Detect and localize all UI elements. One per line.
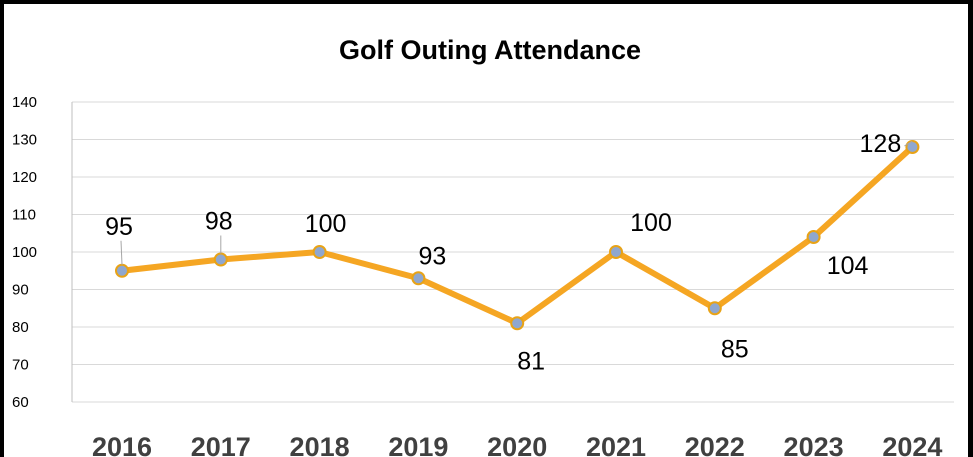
x-tick-label: 2016 — [92, 432, 152, 457]
y-tick-label: 120 — [12, 169, 37, 186]
series-line — [119, 144, 916, 327]
data-label: 95 — [105, 213, 133, 241]
x-tick-label: 2018 — [290, 432, 350, 457]
data-labels: 95 98 100 93 81 100 85 104 128 — [105, 130, 913, 375]
data-label: 128 — [860, 130, 902, 158]
y-tick-label: 140 — [12, 94, 37, 111]
data-point — [806, 230, 821, 244]
x-tick-label: 2022 — [685, 432, 745, 457]
data-point — [213, 252, 228, 267]
data-label: 98 — [205, 208, 233, 236]
y-tick-label: 130 — [12, 132, 37, 149]
y-tick-label: 110 — [12, 207, 36, 224]
y-tick-label: 60 — [12, 394, 29, 411]
x-axis: 2016 2017 2018 2019 2020 2021 2022 2023 2024 — [92, 432, 942, 457]
y-tick-label: 80 — [12, 319, 29, 336]
leader-line — [904, 140, 913, 147]
data-label: 93 — [418, 242, 446, 270]
data-point — [510, 316, 525, 331]
y-tick-label: 100 — [12, 244, 37, 261]
gridlines — [72, 101, 954, 403]
data-point — [411, 271, 426, 286]
data-label: 81 — [517, 347, 545, 375]
x-tick-label: 2020 — [487, 432, 547, 457]
data-point — [312, 245, 327, 259]
data-point — [905, 140, 920, 154]
x-tick-label: 2023 — [784, 432, 844, 457]
chart-title: Golf Outing Attendance — [339, 35, 641, 65]
x-tick-label: 2017 — [191, 432, 251, 457]
data-point — [609, 245, 623, 259]
y-tick-label: 70 — [12, 357, 29, 374]
data-point — [707, 301, 722, 316]
x-tick-label: 2019 — [388, 432, 448, 457]
leader-line — [120, 240, 123, 265]
line-chart: Golf Outing Attendance 60 70 80 90 100 110 120… — [12, 35, 954, 457]
series-attendance — [115, 140, 920, 331]
data-label: 85 — [721, 335, 749, 363]
data-label: 100 — [305, 210, 347, 238]
y-axis: 60 70 80 90 100 110 120 130 140 — [12, 94, 73, 411]
data-label: 104 — [827, 252, 869, 280]
x-tick-label: 2024 — [882, 432, 942, 457]
x-tick-label: 2021 — [586, 432, 646, 457]
data-point — [115, 263, 129, 278]
y-tick-label: 90 — [12, 282, 29, 299]
data-label: 100 — [630, 209, 672, 237]
